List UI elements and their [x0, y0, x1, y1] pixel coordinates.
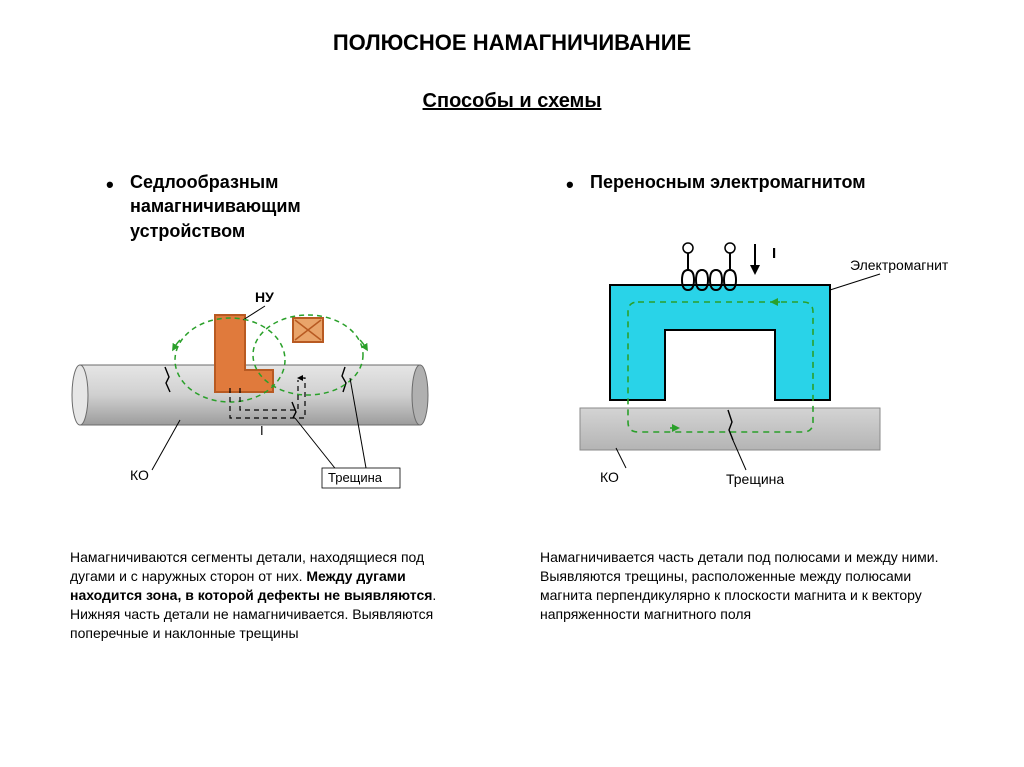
right-label-em: Электромагнит: [850, 257, 949, 273]
right-heading: Переносным электромагнитом: [590, 170, 950, 194]
right-description: Намагничивается часть детали под полюсам…: [540, 548, 940, 624]
left-label-crack: Трещина: [328, 470, 383, 485]
right-diagram: I Электромагнит КО Трещина: [540, 230, 970, 490]
page-title: ПОЛЮСНОЕ НАМАГНИЧИВАНИЕ: [0, 30, 1024, 56]
left-description: Намагничиваются сегменты детали, находящ…: [70, 548, 440, 642]
page-subtitle: Способы и схемы: [0, 90, 1024, 113]
right-label-i: I: [772, 245, 776, 262]
left-heading: Седлообразным намагничивающим устройство…: [130, 170, 410, 243]
left-label-i: I: [260, 423, 264, 438]
left-label-nu: НУ: [255, 289, 274, 305]
left-label-ko: КО: [130, 467, 149, 483]
right-label-ko: КО: [600, 469, 619, 485]
left-diagram: НУ I КО Трещина: [70, 270, 450, 510]
right-label-crack: Трещина: [726, 471, 784, 487]
